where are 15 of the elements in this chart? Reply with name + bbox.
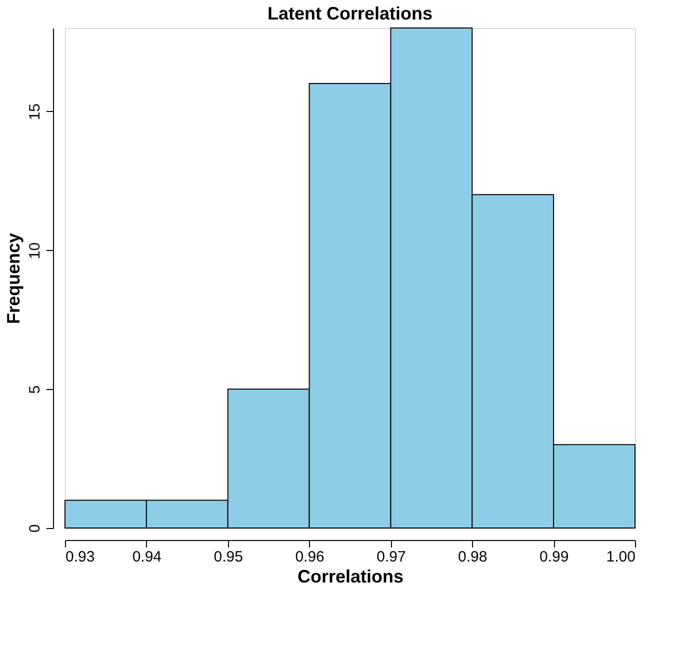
y-tick-label: 10: [26, 242, 44, 260]
x-tick-label: 0.95: [214, 548, 243, 566]
y-tick-label: 15: [26, 103, 44, 120]
x-tick-label: 0.93: [66, 548, 95, 566]
x-tick-label: 0.99: [539, 548, 569, 566]
y-tick-label: 5: [26, 385, 44, 394]
x-tick-label: 0.98: [458, 548, 488, 566]
x-tick-label: 1.00: [606, 548, 636, 566]
x-tick-label: 0.96: [295, 548, 324, 566]
chart-title: Latent Correlations: [267, 4, 433, 24]
y-axis-title: Frequency: [4, 232, 24, 324]
x-tick-label: 0.94: [132, 548, 162, 566]
x-tick-label: 0.97: [376, 548, 406, 566]
y-tick-label: 0: [26, 524, 44, 533]
x-axis-title: Correlations: [297, 566, 404, 586]
